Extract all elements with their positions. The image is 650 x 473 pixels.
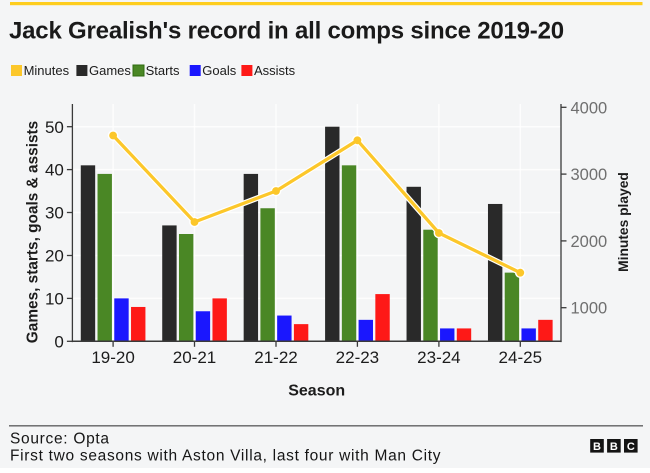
svg-text:Jack Grealish's record in all: Jack Grealish's record in all comps sinc… (9, 18, 564, 45)
svg-text:19-20: 19-20 (91, 348, 134, 367)
svg-text:C: C (627, 441, 635, 453)
svg-text:21-22: 21-22 (254, 348, 297, 367)
svg-text:Games, starts, goals & assists: Games, starts, goals & assists (25, 121, 42, 343)
svg-text:22-23: 22-23 (336, 348, 379, 367)
svg-text:Games: Games (89, 63, 131, 78)
svg-text:40: 40 (45, 161, 64, 180)
svg-text:Assists: Assists (254, 63, 296, 78)
svg-text:23-24: 23-24 (417, 348, 460, 367)
svg-text:3000: 3000 (571, 166, 608, 184)
svg-text:Goals: Goals (202, 63, 236, 78)
svg-text:30: 30 (45, 204, 64, 223)
svg-text:Minutes: Minutes (24, 63, 70, 78)
svg-text:B: B (593, 441, 601, 453)
svg-text:Source: Opta: Source: Opta (10, 430, 110, 447)
svg-text:0: 0 (54, 332, 63, 351)
svg-text:Starts: Starts (146, 63, 180, 78)
svg-text:10: 10 (45, 290, 64, 309)
svg-text:20: 20 (45, 247, 64, 266)
svg-text:B: B (610, 441, 618, 453)
svg-text:20-21: 20-21 (173, 348, 216, 367)
svg-text:4000: 4000 (571, 99, 608, 117)
svg-text:First two seasons with Aston V: First two seasons with Aston Villa, last… (10, 447, 441, 464)
svg-text:Season: Season (288, 383, 345, 400)
svg-text:24-25: 24-25 (499, 348, 542, 367)
svg-text:2000: 2000 (571, 233, 608, 251)
svg-text:1000: 1000 (571, 300, 608, 318)
svg-text:50: 50 (45, 118, 64, 137)
svg-text:Minutes played: Minutes played (616, 172, 631, 272)
